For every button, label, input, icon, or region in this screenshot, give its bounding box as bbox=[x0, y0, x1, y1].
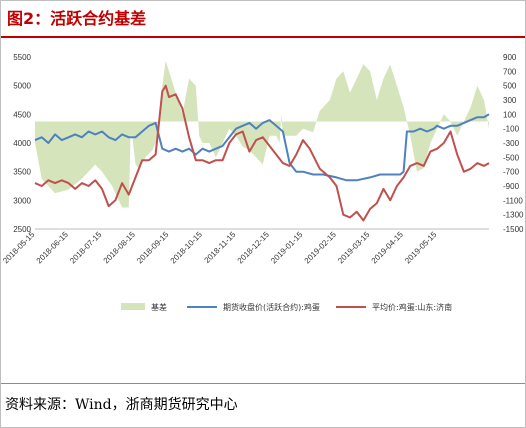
source-note: 资料来源：Wind，浙商期货研究中心 bbox=[5, 397, 238, 413]
x-axis-tick-label: 2018-09-15 bbox=[135, 230, 171, 266]
x-axis-tick-label: 2019-02-15 bbox=[303, 230, 339, 266]
right-axis-tick-label: -100 bbox=[503, 125, 520, 134]
right-axis-tick-label: -1300 bbox=[503, 211, 524, 220]
left-axis-tick-label: 2500 bbox=[13, 225, 31, 234]
basis-area-series bbox=[35, 60, 489, 208]
right-axis-tick-label: -300 bbox=[503, 139, 520, 148]
x-axis-tick-label: 2018-06-15 bbox=[35, 230, 71, 266]
x-axis-tick-label: 2018-12-15 bbox=[236, 230, 272, 266]
right-axis-tick-label: 300 bbox=[503, 96, 517, 105]
legend-futures-label: 期货收盘价(活跃合约):鸡蛋 bbox=[223, 302, 320, 312]
right-axis-tick-label: -900 bbox=[503, 182, 520, 191]
left-axis-tick-label: 3500 bbox=[13, 168, 31, 177]
x-axis-tick-label: 2018-08-15 bbox=[102, 230, 138, 266]
left-axis-tick-label: 4000 bbox=[13, 139, 31, 148]
spot-price-series bbox=[34, 84, 490, 222]
left-axis-tick-label: 3000 bbox=[13, 196, 31, 205]
x-axis-tick-label: 2018-07-15 bbox=[68, 230, 104, 266]
legend-basis-label: 基差 bbox=[151, 302, 167, 312]
right-axis-tick-label: 500 bbox=[503, 82, 517, 91]
x-axis-tick-label: 2018-10-15 bbox=[169, 230, 205, 266]
x-axis-tick-label: 2018-11-15 bbox=[203, 230, 238, 265]
basis-chart: 2500 3000 3500 4000 4500 5000 5500 -1500 -1300 -1… bbox=[1, 53, 524, 312]
right-axis-tick-label: 700 bbox=[503, 67, 517, 76]
source-divider bbox=[1, 383, 525, 384]
title-divider bbox=[1, 36, 525, 38]
legend-basis-swatch bbox=[121, 303, 145, 310]
right-axis-tick-label: -700 bbox=[503, 168, 520, 177]
right-axis-tick-label: 900 bbox=[503, 53, 517, 62]
figure-title: 图2：活跃合约基差 bbox=[7, 9, 147, 28]
left-axis-tick-label: 5500 bbox=[13, 53, 31, 62]
right-axis-tick-label: 100 bbox=[503, 110, 517, 119]
x-axis-tick-label: 2019-04-15 bbox=[370, 230, 406, 266]
x-axis-tick-label: 2018-05-15 bbox=[1, 230, 37, 266]
legend-spot-label: 平均价:鸡蛋:山东:济南 bbox=[372, 302, 452, 312]
x-axis-tick-label: 2019-01-15 bbox=[269, 230, 305, 266]
right-axis-tick-label: -500 bbox=[503, 153, 520, 162]
futures-price-series bbox=[34, 113, 490, 182]
left-axis-tick-label: 4500 bbox=[13, 110, 31, 119]
x-axis-tick-label: 2019-05-15 bbox=[403, 230, 439, 266]
left-axis-tick-label: 5000 bbox=[13, 82, 31, 91]
x-axis-tick-label: 2019-03-15 bbox=[336, 230, 372, 266]
right-axis-tick-label: -1100 bbox=[503, 196, 523, 205]
right-axis-tick-label: -1500 bbox=[503, 225, 524, 234]
